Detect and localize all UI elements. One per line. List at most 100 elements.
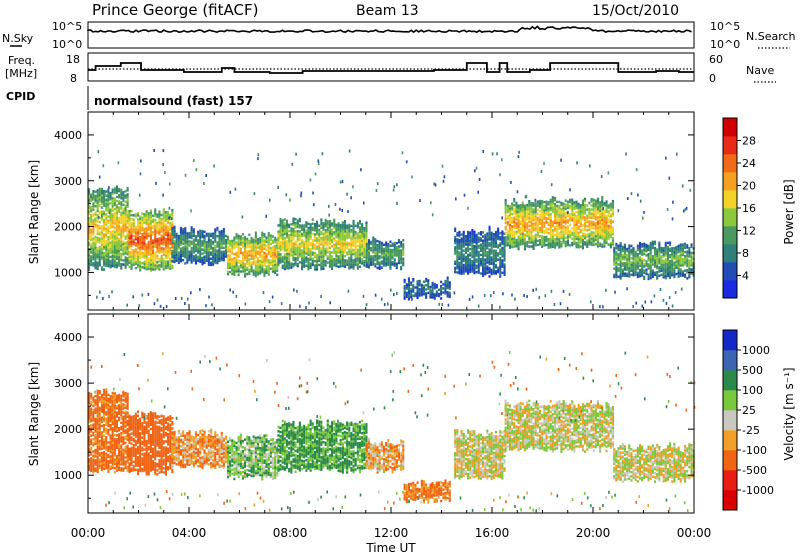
power-cell: [122, 195, 125, 198]
power-cell: [515, 214, 518, 217]
power-cell: [521, 217, 524, 221]
power-cell: [594, 211, 597, 215]
power-cell: [358, 222, 361, 225]
power-cell: [539, 220, 542, 223]
power-cell: [651, 261, 654, 264]
power-cell: [171, 239, 174, 242]
power-cell: [141, 237, 144, 240]
power-cell: [609, 221, 612, 224]
power-cell: [607, 235, 610, 238]
power-cell: [105, 194, 108, 197]
power-cell: [675, 262, 678, 265]
power-cell: [305, 246, 308, 249]
power-cell: [566, 229, 569, 232]
power-cell: [115, 189, 118, 192]
power-cell: [511, 219, 514, 222]
power-cell: [630, 248, 633, 252]
power-cell: [169, 257, 172, 260]
power-cell: [643, 275, 646, 279]
power-cell: [130, 240, 133, 244]
power-cell: [579, 204, 582, 207]
power-cell: [634, 250, 637, 254]
power-cell: [494, 255, 497, 259]
power-cell: [464, 239, 467, 242]
power-cell: [210, 251, 213, 254]
power-cell: [149, 244, 152, 248]
power-cell: [322, 263, 325, 266]
power-cell: [205, 234, 208, 238]
power-cell: [167, 219, 170, 222]
power-cell: [265, 244, 268, 248]
power-cell: [492, 261, 495, 265]
power-cell: [508, 240, 511, 243]
power-cell: [519, 216, 522, 219]
power-cell: [564, 218, 567, 221]
power-cell: [292, 244, 295, 247]
power-cell: [281, 237, 284, 241]
power-cell: [562, 216, 565, 220]
power-cell: [235, 237, 238, 240]
power-cell: [519, 243, 522, 246]
power-cell: [115, 255, 118, 258]
power-cell: [630, 253, 633, 256]
power-cell: [244, 275, 247, 278]
power-cell: [562, 233, 565, 236]
power-cell: [241, 257, 244, 261]
power-cell: [292, 258, 295, 262]
power-cell: [328, 219, 331, 223]
power-cell: [126, 203, 129, 206]
power-cell: [141, 241, 144, 244]
power-cell: [203, 230, 206, 234]
power-cell: [322, 244, 325, 248]
power-cell: [216, 257, 219, 261]
power-cell: [560, 243, 563, 246]
power-cell: [501, 271, 504, 275]
power-cell: [316, 264, 319, 267]
power-cell: [376, 244, 379, 247]
power-cell: [656, 254, 659, 257]
power-cell: [109, 235, 112, 238]
power-cell: [543, 209, 546, 212]
power-cell: [231, 260, 234, 263]
power-cell: [109, 251, 112, 255]
power-cell: [335, 240, 338, 243]
power-cell: [324, 251, 327, 255]
power-cell: [492, 245, 495, 248]
power-cell: [309, 227, 312, 230]
power-cell: [416, 286, 419, 289]
power-cell: [252, 255, 255, 258]
power-cell: [566, 237, 569, 241]
power-cell: [94, 205, 97, 208]
power-cell: [534, 244, 537, 247]
power-cell: [96, 203, 99, 207]
power-cell: [579, 216, 582, 219]
power-cell: [405, 293, 408, 297]
power-cell: [501, 263, 504, 266]
power-cell: [279, 226, 282, 229]
power-cell: [301, 241, 304, 244]
power-cell: [539, 214, 542, 217]
power-cell: [254, 262, 257, 265]
power-cell: [370, 249, 373, 252]
power-cell: [175, 240, 178, 244]
power-cell: [679, 249, 682, 253]
power-cell: [492, 237, 495, 240]
power-cell: [301, 232, 304, 236]
power-cell: [156, 242, 159, 245]
power-cell: [194, 253, 197, 257]
power-cell: [374, 252, 377, 256]
power-cell: [532, 212, 535, 215]
power-cell: [158, 237, 161, 240]
power-cell: [513, 204, 516, 207]
power-cell: [307, 259, 310, 263]
power-cell: [471, 243, 474, 246]
power-cell: [259, 255, 262, 259]
power-cell: [167, 233, 170, 237]
power-cell: [307, 239, 310, 242]
power-cell: [214, 244, 217, 248]
power-cell: [581, 246, 584, 250]
power-cell: [456, 246, 459, 249]
power-cell: [254, 239, 257, 243]
power-cell: [256, 242, 259, 245]
power-cell: [573, 236, 576, 239]
